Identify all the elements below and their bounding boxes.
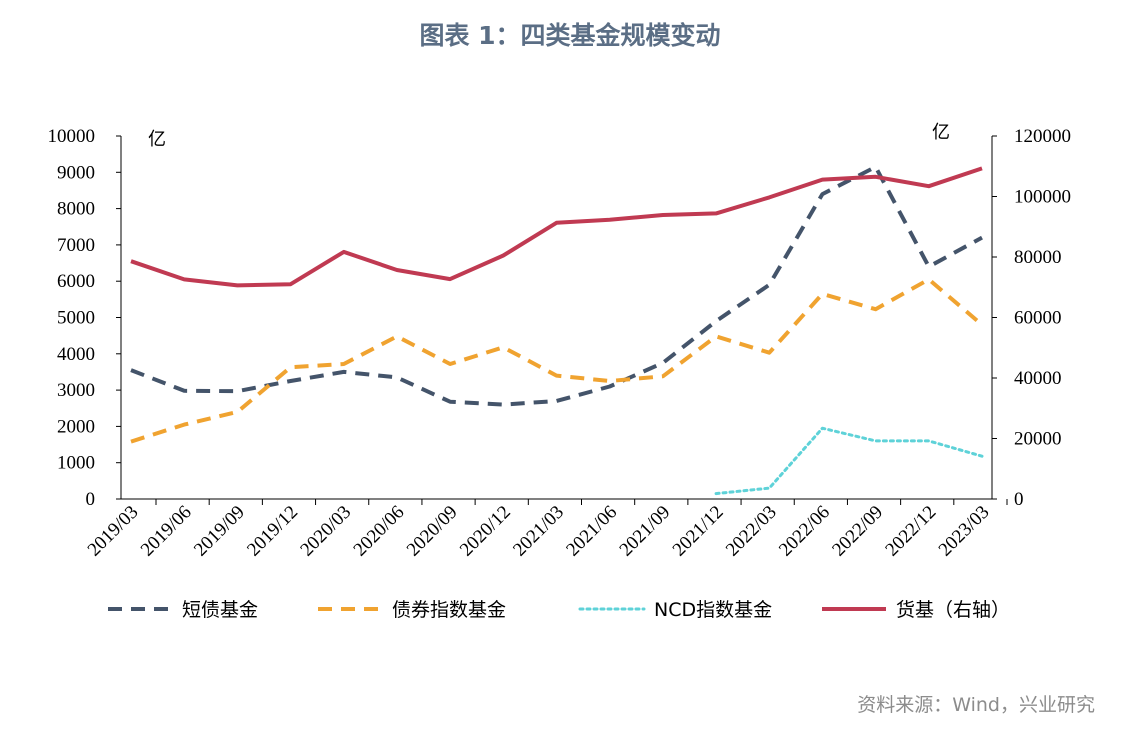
legend-label-3: 货基（右轴） — [896, 599, 1010, 621]
legend-label-1: 债券指数基金 — [392, 599, 506, 621]
left-tick-label: 0 — [86, 489, 96, 510]
source-note: 资料来源：Wind，兴业研究 — [857, 694, 1095, 716]
right-axis-unit: 亿 — [932, 122, 950, 143]
series-line-1 — [130, 277, 984, 444]
x-tick-label: 2019/09 — [190, 502, 249, 561]
x-tick-label: 2020/12 — [456, 502, 515, 561]
x-tick-label: 2021/09 — [616, 502, 675, 561]
left-tick-label: 5000 — [57, 308, 95, 329]
right-tick-label: 120000 — [1014, 126, 1071, 147]
right-tick-label: 100000 — [1014, 187, 1071, 208]
left-tick-label: 2000 — [57, 416, 95, 437]
right-tick-label: 40000 — [1014, 368, 1062, 389]
x-tick-label: 2020/06 — [350, 502, 409, 561]
legend-label-0: 短债基金 — [182, 599, 258, 621]
x-tick-label: 2020/09 — [403, 502, 462, 561]
right-tick-label: 80000 — [1014, 247, 1062, 268]
x-tick-label: 2019/06 — [137, 502, 196, 561]
series-line-2 — [714, 426, 984, 496]
left-tick-label: 1000 — [57, 453, 95, 474]
left-tick-label: 4000 — [57, 344, 95, 365]
right-tick-label: 20000 — [1014, 429, 1062, 450]
series-line-3 — [130, 166, 983, 288]
x-tick-label: 2021/03 — [509, 502, 568, 561]
legend-label-2: NCD指数基金 — [654, 599, 772, 621]
x-tick-label: 2021/06 — [562, 502, 621, 561]
x-tick-label: 2022/12 — [881, 502, 940, 561]
x-tick-label: 2022/03 — [722, 502, 781, 561]
series-line-0 — [130, 164, 983, 407]
x-tick-label: 2022/06 — [775, 502, 834, 561]
left-tick-label: 6000 — [57, 271, 95, 292]
x-tick-label: 2021/12 — [669, 502, 728, 561]
left-tick-label: 7000 — [57, 235, 95, 256]
right-tick-label: 60000 — [1014, 308, 1062, 329]
series-layer — [130, 164, 984, 496]
left-tick-label: 3000 — [57, 380, 95, 401]
left-tick-label: 8000 — [57, 199, 95, 220]
legend: 短债基金 债券指数基金 NCD指数基金 货基（右轴） — [108, 599, 1010, 621]
x-tick-label: 2019/12 — [243, 502, 302, 561]
right-tick-label: 0 — [1014, 489, 1024, 510]
right-axis-ticks: 0 20000 40000 60000 80000 100000 120000 — [992, 126, 1071, 510]
axes — [120, 136, 993, 500]
left-tick-label: 10000 — [48, 126, 96, 147]
x-tick-label: 2023/03 — [935, 502, 994, 561]
left-tick-label: 9000 — [57, 162, 95, 183]
chart-title: 图表 1：四类基金规模变动 — [419, 21, 720, 50]
x-tick-label: 2020/03 — [296, 502, 355, 561]
left-axis-ticks: 0 1000 2000 3000 4000 5000 6000 7000 8000 9000 100… — [48, 126, 121, 510]
x-axis-ticks: 2019/032019/062019/092019/122020/032020/… — [84, 499, 1008, 561]
x-tick-label: 2022/09 — [828, 502, 887, 561]
left-axis-unit: 亿 — [148, 129, 166, 150]
x-tick-label: 2019/03 — [84, 502, 143, 561]
